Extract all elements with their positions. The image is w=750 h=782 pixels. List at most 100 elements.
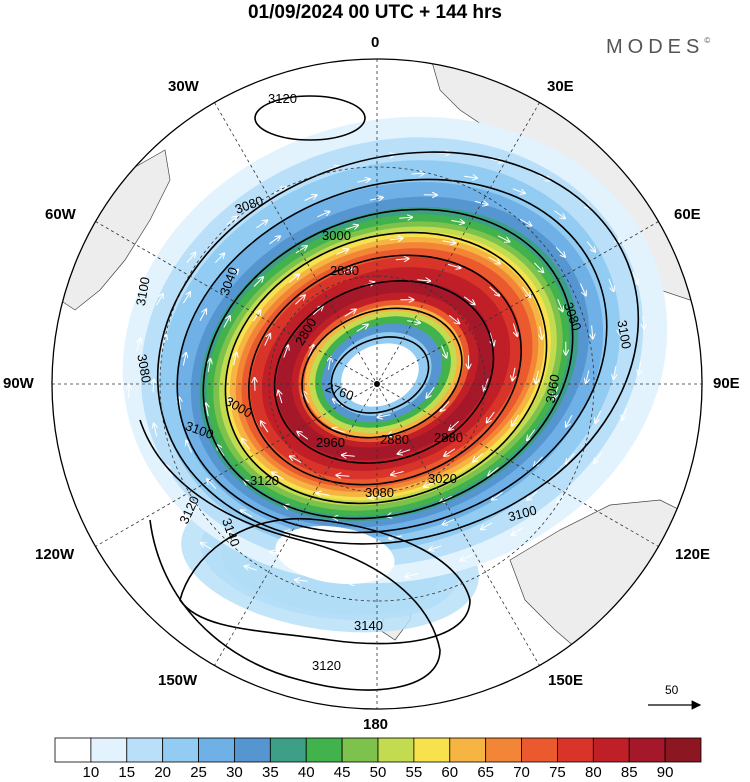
wind-vector	[295, 246, 307, 254]
contour-line	[139, 419, 441, 691]
contour-line	[224, 231, 548, 505]
map-boundary	[51, 58, 703, 710]
contour-label: 3120	[250, 473, 279, 488]
colorbar	[54, 737, 702, 763]
colorbar-tick-label: 80	[584, 764, 602, 781]
wind-vector	[328, 357, 330, 370]
wind-vector	[288, 274, 299, 283]
contour-line	[156, 151, 640, 545]
colorbar-swatch	[449, 737, 487, 763]
wind-vector	[643, 315, 644, 329]
wind-vector	[442, 241, 456, 243]
wind-vector	[369, 197, 383, 200]
wind-vector	[417, 280, 430, 281]
wind-vector	[555, 246, 565, 256]
wind-vector	[345, 225, 358, 230]
wind-vector	[512, 527, 523, 535]
colorbar-tick-label: 85	[620, 764, 638, 781]
wind-vector	[201, 543, 213, 551]
colorbar-swatch	[664, 737, 702, 763]
wind-vector	[490, 332, 494, 346]
wind-vector	[449, 420, 460, 430]
wind-vector	[519, 218, 531, 225]
colorbar-tick-label: 75	[549, 764, 566, 781]
wind-vector	[521, 286, 530, 298]
contour-label: 3120	[268, 91, 297, 106]
contour-line	[248, 254, 522, 486]
wind-vector	[256, 220, 268, 229]
wind-vector	[186, 441, 193, 453]
contour-line	[202, 208, 574, 520]
lon-label-0: 0	[371, 34, 380, 51]
wind-vector	[481, 522, 493, 529]
wind-vector	[566, 415, 573, 426]
wind-vector	[304, 195, 317, 201]
contour-label: 3080	[134, 353, 154, 384]
colorbar-swatch	[521, 737, 558, 763]
wind-vector	[208, 359, 210, 372]
contour-line	[254, 95, 366, 141]
colorbar-tick-label: 35	[261, 764, 279, 781]
wind-vector	[448, 314, 459, 323]
wind-vector	[391, 472, 404, 475]
lon-label-30e: 30E	[547, 78, 574, 95]
wind-vector	[303, 391, 309, 404]
wind-vector	[350, 583, 363, 584]
colorbar-tick-label: 25	[190, 764, 207, 781]
wind-vector	[295, 295, 305, 305]
wind-vector	[290, 456, 302, 463]
wind-vector	[341, 269, 354, 275]
wind-vector	[488, 256, 500, 264]
wind-vector	[619, 321, 620, 334]
colorbar-swatch	[126, 737, 164, 763]
colorbar-swatch	[234, 737, 271, 763]
wind-vector	[317, 212, 329, 218]
wind-vector	[554, 210, 566, 219]
colorbar-tick-label: 30	[226, 764, 243, 781]
colorbar-swatch	[269, 737, 307, 763]
wind-vector	[512, 367, 515, 381]
wind-vector	[389, 238, 403, 240]
wind-vector	[226, 217, 237, 225]
wind-vector	[566, 453, 575, 464]
wind-vector	[527, 491, 538, 500]
wind-vector	[540, 326, 542, 339]
colorbar-tick-label: 10	[82, 764, 100, 781]
wind-vector	[332, 428, 345, 433]
wind-vector	[622, 407, 628, 420]
wind-vector	[272, 472, 284, 480]
wind-vector	[156, 294, 163, 306]
wind-vector	[321, 562, 334, 563]
wind-vector	[473, 453, 484, 461]
wind-vector	[378, 415, 391, 418]
wind-vector	[534, 456, 543, 467]
wind-vector	[538, 174, 550, 181]
wind-vector	[512, 188, 525, 194]
wind-vector	[557, 299, 563, 311]
wind-vector	[283, 345, 288, 358]
colorbar-tick-label: 50	[369, 764, 387, 781]
wind-vector	[411, 173, 425, 174]
pole-marker	[374, 381, 380, 387]
contour-label: 2960	[316, 435, 345, 450]
contour-label: 3100	[133, 276, 153, 307]
wind-vector	[406, 574, 419, 577]
wind-vector	[295, 580, 308, 582]
wind-vector	[464, 176, 477, 178]
colorbar-tick-label: 15	[118, 764, 136, 781]
colorbar-tick-label: 55	[405, 764, 423, 781]
wind-vector	[489, 286, 500, 296]
contour-label: 3140	[354, 618, 383, 633]
wind-vector	[535, 370, 538, 384]
wind-vector	[206, 403, 208, 417]
colorbar-swatch	[162, 737, 199, 763]
wind-vector	[166, 511, 176, 521]
wind-vector	[492, 491, 503, 500]
wind-vector	[129, 385, 130, 398]
wind-vector	[223, 316, 230, 328]
wind-vector	[161, 335, 166, 348]
contour-line	[330, 336, 430, 414]
wind-vector	[199, 309, 206, 321]
wind-vector	[441, 345, 447, 358]
wind-vector	[317, 493, 330, 495]
